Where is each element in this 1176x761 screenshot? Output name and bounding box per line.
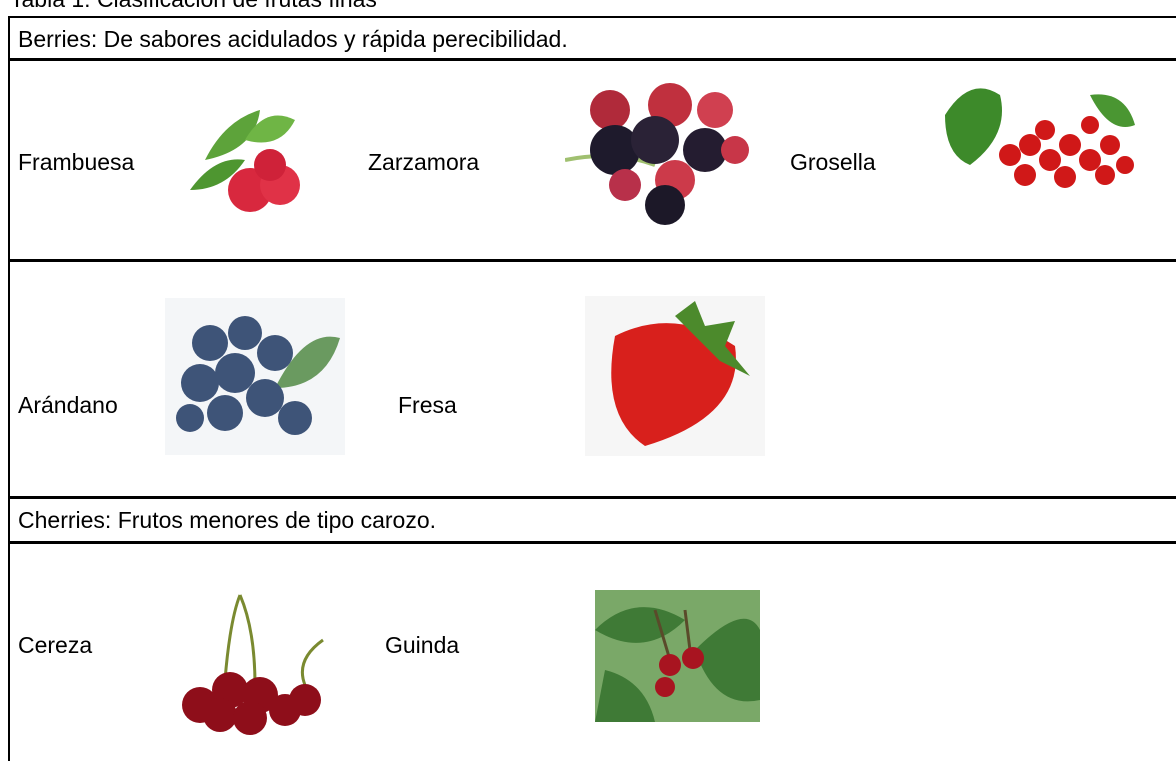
fruit-name: Grosella xyxy=(790,149,876,175)
fruit-name: Fresa xyxy=(398,392,457,418)
section-heading-row: Berries: De sabores acidulados y rápida … xyxy=(8,16,1176,59)
table-row xyxy=(8,259,1176,498)
section-heading: Berries: De sabores acidulados y rápida … xyxy=(18,26,568,52)
fruit-name: Frambuesa xyxy=(18,149,135,175)
raspberry-image xyxy=(190,110,300,212)
fruit-name: Arándano xyxy=(18,392,118,418)
fruit-name: Zarzamora xyxy=(368,149,480,175)
table-title: Tabla 1: Clasificación de frutas finas xyxy=(10,0,377,13)
section-heading: Cherries: Frutos menores de tipo carozo. xyxy=(18,507,437,533)
table-row xyxy=(8,541,1176,761)
fruit-name: Cereza xyxy=(18,632,93,658)
section-heading-row: Cherries: Frutos menores de tipo carozo. xyxy=(8,496,1176,543)
table-row xyxy=(8,58,1176,261)
cherry-image xyxy=(182,594,324,735)
sour-cherry-image xyxy=(595,590,760,722)
blueberry-image xyxy=(165,298,345,455)
redcurrant-image xyxy=(945,88,1135,188)
blackberry-image xyxy=(565,83,749,225)
strawberry-image xyxy=(585,296,765,456)
fruit-name: Guinda xyxy=(385,632,460,658)
